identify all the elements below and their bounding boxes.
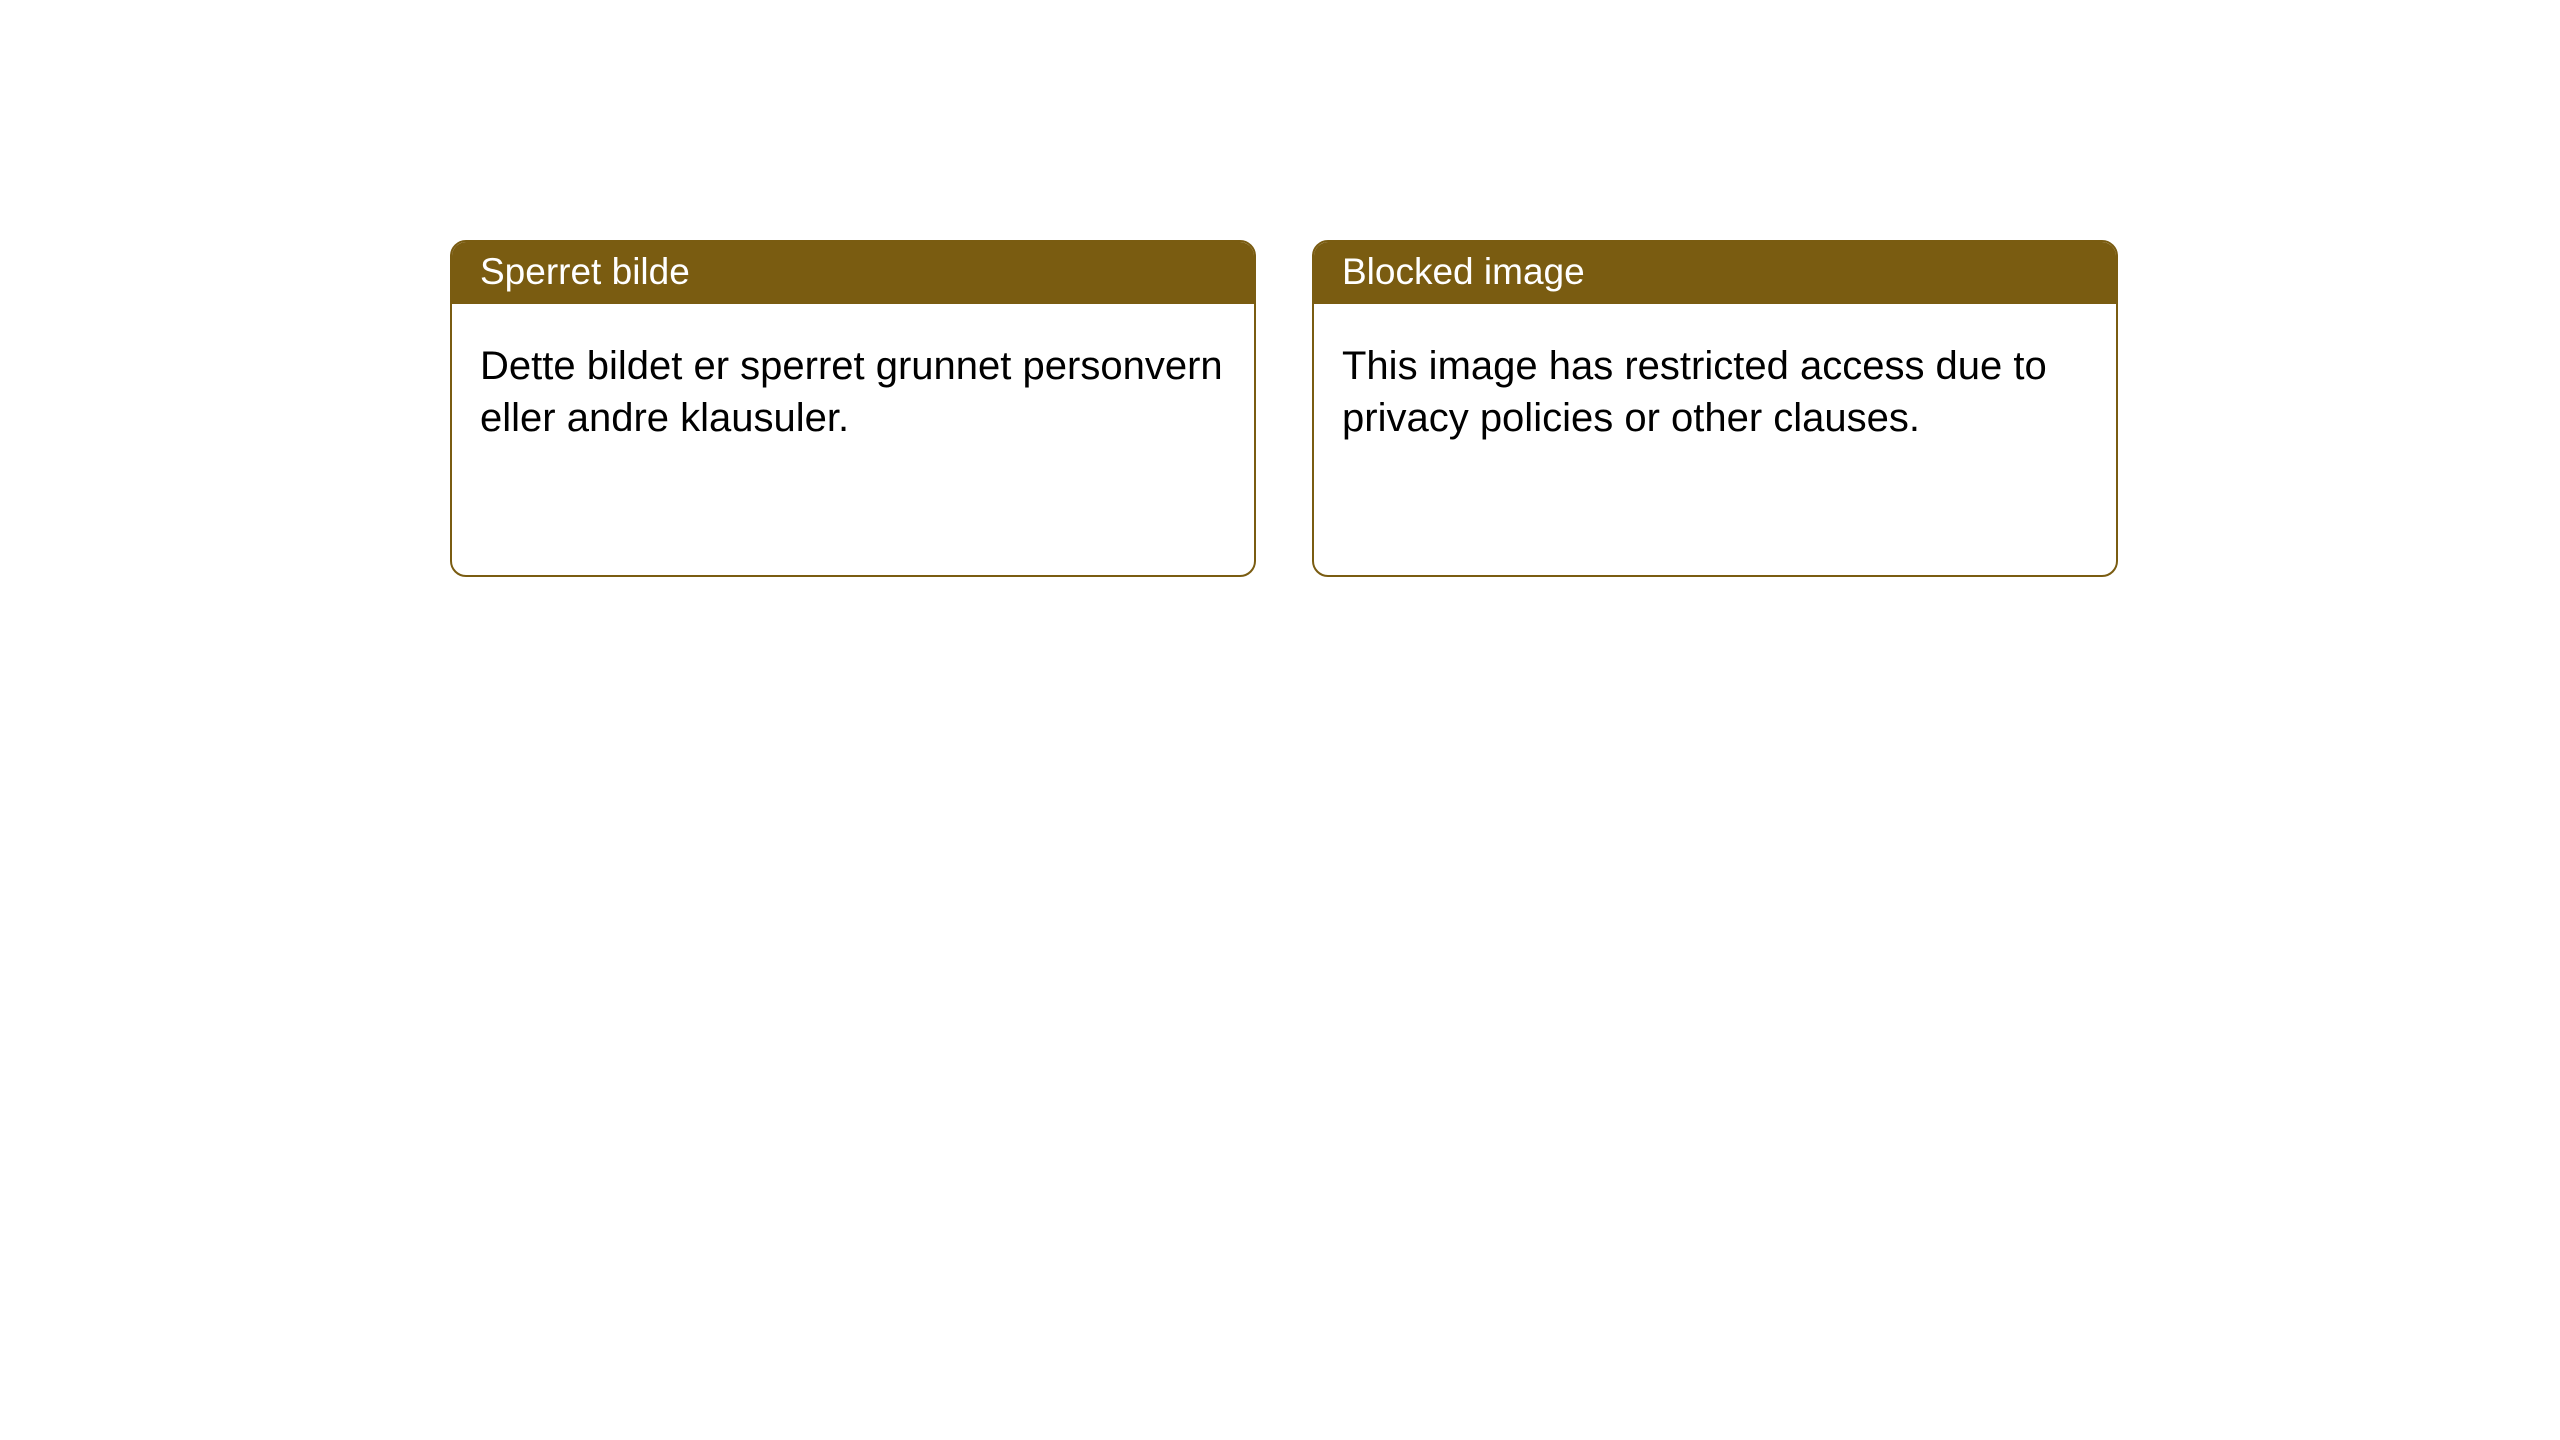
notice-card-english: Blocked image This image has restricted …	[1312, 240, 2118, 577]
card-header-norwegian: Sperret bilde	[452, 242, 1254, 304]
notice-container: Sperret bilde Dette bildet er sperret gr…	[0, 0, 2560, 577]
card-body-english: This image has restricted access due to …	[1314, 304, 2116, 472]
card-header-english: Blocked image	[1314, 242, 2116, 304]
notice-card-norwegian: Sperret bilde Dette bildet er sperret gr…	[450, 240, 1256, 577]
card-body-norwegian: Dette bildet er sperret grunnet personve…	[452, 304, 1254, 472]
